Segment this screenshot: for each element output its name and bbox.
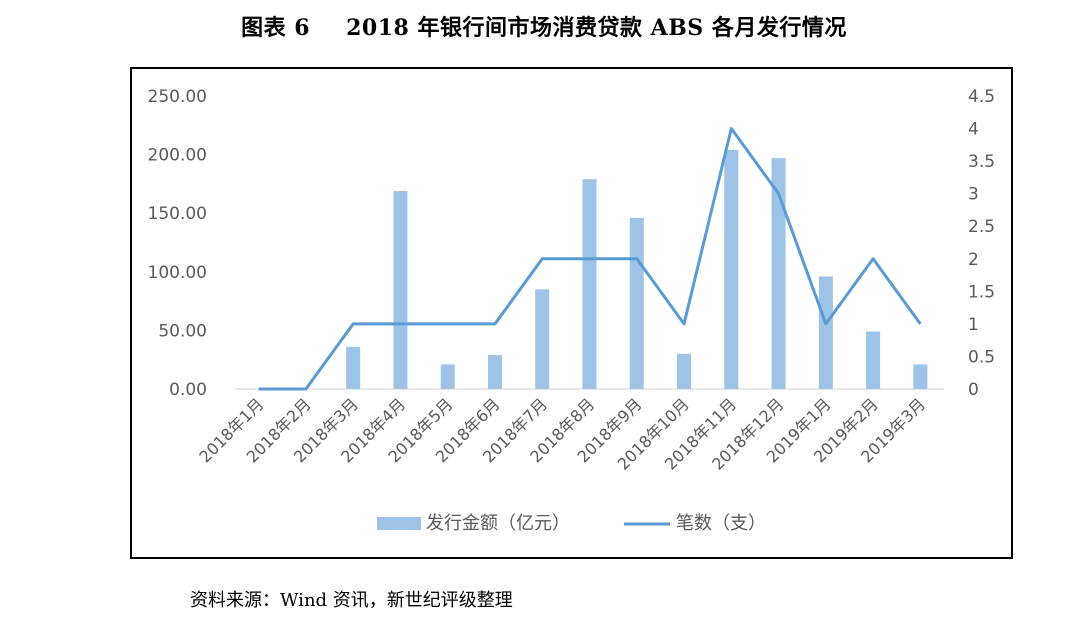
- bar: [487, 355, 502, 389]
- legend: 发行金额（亿元） 笔数（支）: [377, 513, 766, 534]
- bar: [771, 158, 786, 389]
- left-tick-label: 0.00: [169, 380, 207, 400]
- bar: [393, 190, 408, 389]
- bar: [346, 346, 361, 389]
- bar: [629, 217, 644, 389]
- left-tick-label: 200.00: [148, 146, 207, 166]
- left-axis: 0.00 50.00 100.00 150.00 200.00 250.00: [148, 87, 207, 400]
- left-tick-label: 150.00: [148, 204, 207, 224]
- right-tick-label: 2.5: [968, 217, 995, 237]
- bar: [535, 289, 550, 389]
- right-tick-label: 0.5: [968, 347, 995, 367]
- right-tick-label: 1.5: [968, 282, 995, 302]
- figure-title: 图表 6 2018 年银行间市场消费贷款 ABS 各月发行情况: [0, 10, 1080, 42]
- chart-frame: 0.00 50.00 100.00 150.00 200.00 250.00 0 0.5 1 1…: [130, 67, 1013, 559]
- legend-bar-swatch: [377, 517, 421, 530]
- x-axis: 2018年1月2018年2月2018年3月2018年4月2018年5月2018年…: [195, 394, 929, 473]
- bar: [866, 331, 881, 389]
- bar: [913, 364, 928, 389]
- bar: [677, 353, 692, 389]
- left-tick-label: 100.00: [148, 263, 207, 283]
- right-tick-label: 0: [968, 380, 979, 400]
- figure-source: 资料来源：Wind 资讯，新世纪评级整理: [190, 590, 513, 611]
- bar: [818, 276, 833, 389]
- chart: 0.00 50.00 100.00 150.00 200.00 250.00 0 0.5 1 1…: [148, 87, 996, 534]
- bar: [440, 364, 455, 389]
- legend-line-label: 笔数（支）: [676, 513, 766, 534]
- line-series: [258, 127, 922, 391]
- right-tick-label: 3: [968, 185, 979, 205]
- bar: [582, 179, 597, 389]
- left-tick-label: 250.00: [148, 87, 207, 107]
- legend-bar-label: 发行金额（亿元）: [426, 513, 570, 534]
- right-tick-label: 4: [968, 120, 979, 140]
- figure-label: 图表 6: [241, 15, 311, 41]
- right-tick-label: 2: [968, 250, 979, 270]
- bar-series: [346, 149, 928, 389]
- figure-title-text: 2018 年银行间市场消费贷款 ABS 各月发行情况: [346, 15, 847, 41]
- left-tick-label: 50.00: [158, 321, 207, 341]
- right-tick-label: 4.5: [968, 87, 995, 107]
- right-tick-label: 1: [968, 315, 979, 335]
- series-line: [258, 127, 922, 391]
- right-axis: 0 0.5 1 1.5 2 2.5 3 3.5 4 4.5: [968, 87, 995, 400]
- bar: [724, 149, 739, 389]
- right-tick-label: 3.5: [968, 152, 995, 172]
